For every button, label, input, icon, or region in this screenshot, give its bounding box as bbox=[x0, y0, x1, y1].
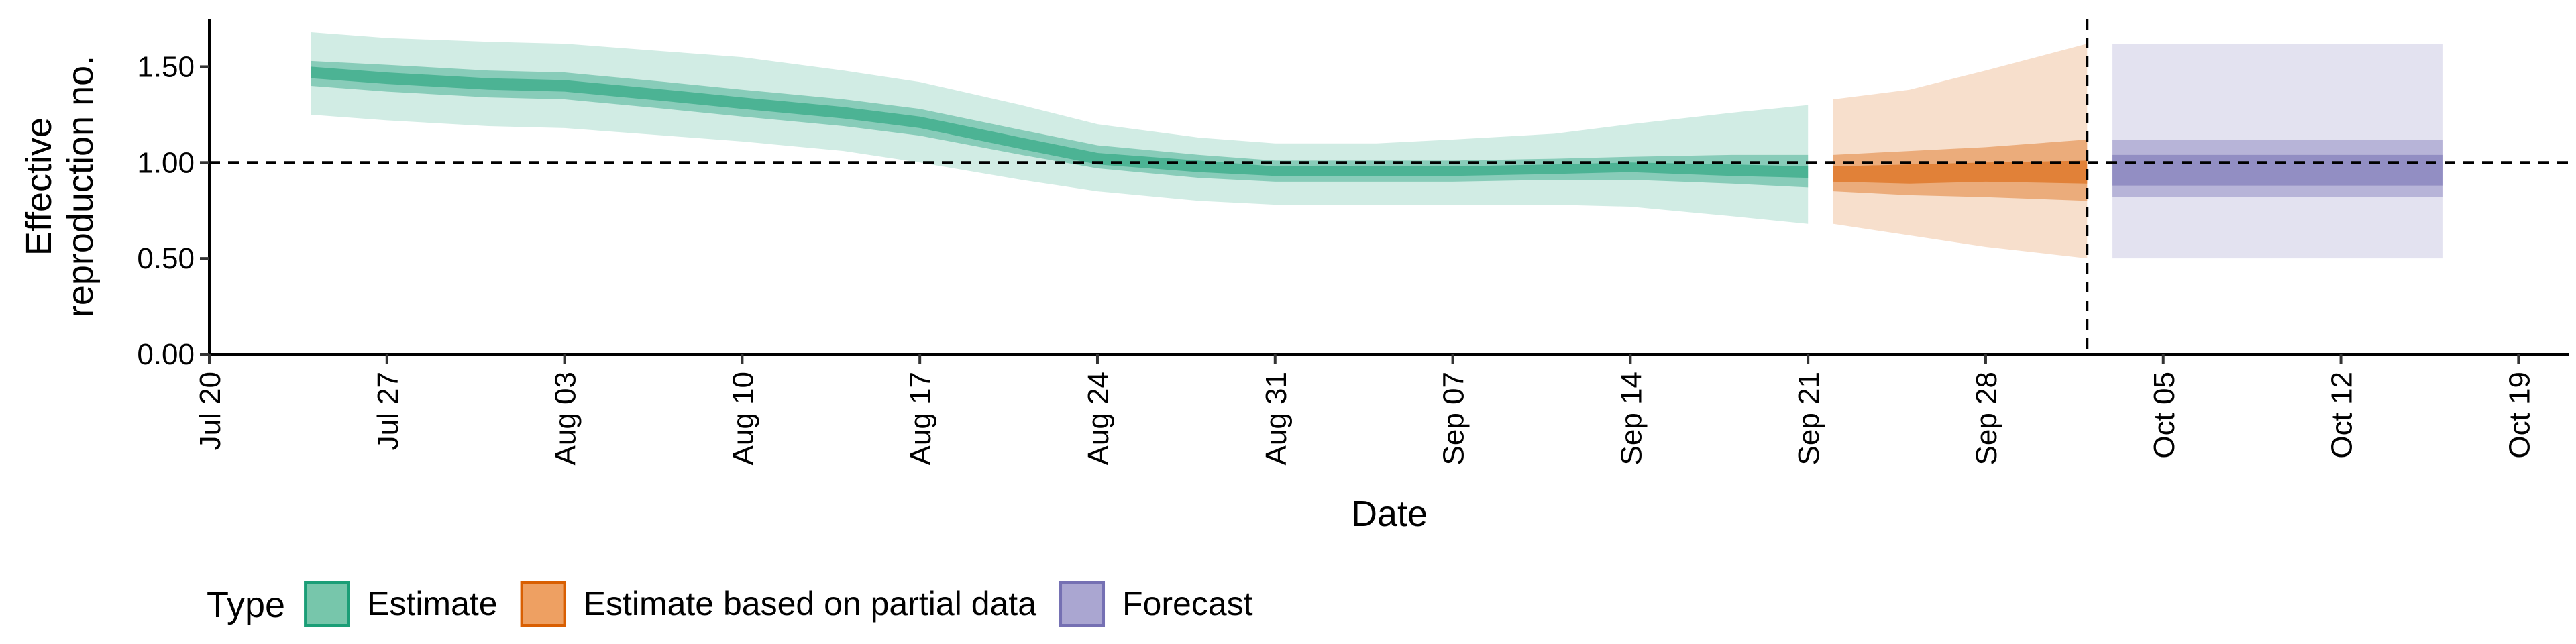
legend-label: Forecast bbox=[1122, 585, 1253, 623]
x-tick-label: Sep 21 bbox=[1792, 372, 1825, 465]
y-tick-label: 1.00 bbox=[137, 146, 195, 179]
estimate-based-on-partial-data-series bbox=[1833, 44, 2088, 259]
x-tick-label: Aug 03 bbox=[549, 372, 582, 465]
legend-label: Estimate based on partial data bbox=[584, 585, 1037, 623]
x-tick-label: Aug 10 bbox=[727, 372, 759, 465]
y-tick-label: 0.50 bbox=[137, 242, 195, 275]
legend: Type Estimate Estimate based on partial da… bbox=[207, 581, 1253, 627]
legend-title: Type bbox=[207, 585, 285, 625]
estimate-based-on-partial-data-band-90 bbox=[1833, 44, 2088, 259]
axes: 0.00 0.50 1.00 1.50 Jul 20 Jul 27 Aug 03 Aug 10… bbox=[19, 19, 2569, 534]
x-tick-label: Oct 05 bbox=[2148, 372, 2181, 459]
estimate-series bbox=[311, 32, 1809, 224]
x-tick-label: Jul 20 bbox=[194, 372, 227, 450]
legend-key-forecast bbox=[1059, 581, 1106, 627]
x-tick-label: Sep 07 bbox=[1438, 372, 1470, 465]
forecast-band-20 bbox=[2112, 154, 2443, 186]
legend-item-estimate-based-on-partial-data: Estimate based on partial data bbox=[520, 581, 1037, 627]
x-tick-label: Aug 17 bbox=[904, 372, 937, 465]
x-tick-label: Sep 14 bbox=[1615, 372, 1648, 465]
x-tick-label: Aug 24 bbox=[1082, 372, 1115, 465]
estimate-band-20 bbox=[311, 66, 1809, 178]
y-tick-label: 1.50 bbox=[137, 50, 195, 83]
x-tick-label: Sep 28 bbox=[1970, 372, 2003, 465]
legend-key-estimate bbox=[304, 581, 350, 627]
estimate-based-on-partial-data-band-20 bbox=[1833, 160, 2088, 184]
estimate-band-90 bbox=[311, 32, 1809, 224]
x-axis-title: Date bbox=[1351, 494, 1428, 534]
legend-item-estimate: Estimate bbox=[304, 581, 498, 627]
y-axis-title-line: Effective bbox=[19, 117, 59, 256]
legend-key-estimate-based-on-partial-data bbox=[520, 581, 566, 627]
x-tick-label: Aug 31 bbox=[1260, 372, 1293, 465]
y-tick-label: 0.00 bbox=[137, 338, 195, 371]
ribbon-layer bbox=[311, 32, 2443, 259]
forecast-band-90 bbox=[2112, 44, 2443, 259]
legend-label: Estimate bbox=[367, 585, 498, 623]
x-tick-label: Oct 19 bbox=[2503, 372, 2536, 459]
x-tick-label: Jul 27 bbox=[372, 372, 405, 450]
forecast-series bbox=[2112, 44, 2443, 259]
y-axis-title-line: reproduction no. bbox=[60, 56, 101, 317]
x-tick-label: Oct 12 bbox=[2326, 372, 2359, 459]
legend-item-forecast: Forecast bbox=[1059, 581, 1253, 627]
